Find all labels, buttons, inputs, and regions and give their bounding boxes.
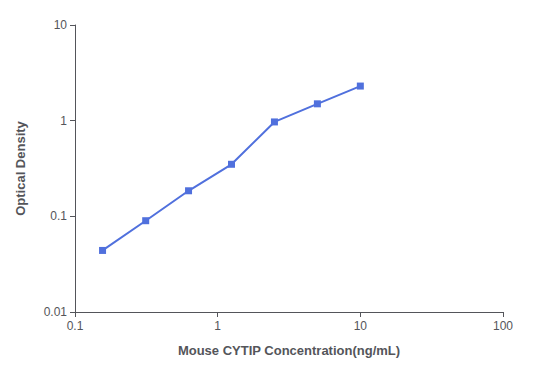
- svg-text:0.1: 0.1: [50, 209, 67, 223]
- svg-text:100: 100: [493, 319, 513, 333]
- svg-text:0.1: 0.1: [67, 319, 84, 333]
- svg-text:Mouse CYTIP Concentration(ng/m: Mouse CYTIP Concentration(ng/mL): [178, 343, 400, 358]
- svg-text:10: 10: [354, 319, 368, 333]
- svg-text:1: 1: [214, 319, 221, 333]
- svg-text:Optical Density: Optical Density: [13, 120, 28, 215]
- svg-text:10: 10: [54, 18, 68, 32]
- svg-text:1: 1: [60, 114, 67, 128]
- svg-text:0.01: 0.01: [44, 305, 68, 319]
